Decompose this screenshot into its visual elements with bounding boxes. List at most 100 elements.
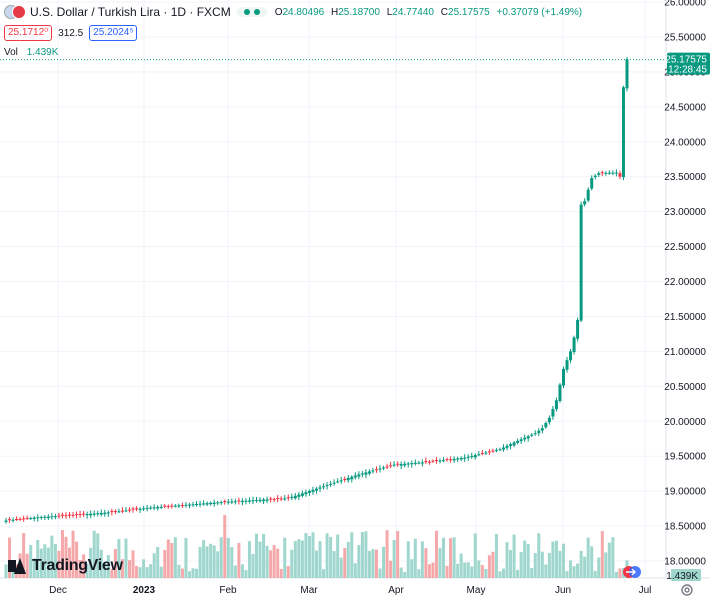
volume-bar bbox=[219, 537, 223, 578]
candle-body bbox=[127, 509, 131, 511]
spread-value: 312.5 bbox=[58, 27, 84, 39]
volume-bar bbox=[166, 539, 170, 578]
candle-body bbox=[71, 514, 75, 516]
candle-body bbox=[180, 504, 184, 506]
buy-button[interactable]: 25.2024⁵ bbox=[89, 25, 138, 41]
market-open-dot-icon bbox=[243, 9, 250, 15]
candle-body bbox=[304, 492, 308, 495]
candle-body bbox=[417, 462, 421, 464]
candle-body bbox=[505, 445, 509, 448]
candle-body bbox=[477, 454, 481, 456]
volume-bar bbox=[25, 553, 29, 578]
candle-body bbox=[420, 462, 424, 464]
volume-bar bbox=[325, 533, 329, 578]
candle-body bbox=[8, 519, 12, 521]
candle-body bbox=[445, 459, 449, 461]
volume-bar bbox=[576, 563, 580, 578]
candle-body bbox=[85, 514, 89, 516]
candle-body bbox=[371, 470, 375, 472]
y-tick-label: 24.00000 bbox=[664, 137, 706, 148]
close-value: 25.17575 bbox=[448, 6, 490, 18]
candle-body bbox=[293, 495, 297, 499]
market-status-badge[interactable] bbox=[236, 7, 267, 17]
candle-body bbox=[195, 504, 199, 506]
y-tick-label: 21.50000 bbox=[664, 312, 706, 323]
volume-bar bbox=[442, 537, 446, 578]
volume-bar bbox=[593, 570, 597, 578]
candle-body bbox=[110, 511, 114, 513]
volume-bar bbox=[466, 562, 470, 578]
volume-bar bbox=[89, 547, 93, 578]
y-tick-label: 22.50000 bbox=[664, 242, 706, 253]
candle-body bbox=[427, 461, 431, 463]
volume-bar bbox=[209, 543, 213, 578]
candle-body bbox=[251, 500, 255, 502]
volume-bar bbox=[406, 541, 410, 578]
volume-bar bbox=[604, 552, 608, 578]
candle-body bbox=[209, 502, 213, 505]
volume-bar bbox=[389, 560, 393, 578]
candle-body bbox=[530, 434, 534, 436]
volume-bar bbox=[519, 551, 523, 578]
candle-body bbox=[216, 502, 220, 504]
volume-bar bbox=[202, 540, 206, 578]
volume-bar bbox=[399, 567, 403, 578]
volume-bar bbox=[318, 541, 322, 578]
high-value: 25.18700 bbox=[338, 6, 380, 18]
candle-body bbox=[106, 512, 110, 514]
volume-bar bbox=[60, 530, 64, 578]
candle-body bbox=[64, 515, 68, 517]
candle-body bbox=[382, 467, 386, 469]
candle-body bbox=[78, 514, 82, 516]
y-tick-label: 25.50000 bbox=[664, 32, 706, 43]
candle-body bbox=[276, 498, 280, 500]
volume-bar bbox=[272, 545, 276, 578]
settings-gear-icon[interactable] bbox=[680, 583, 694, 597]
candle-body bbox=[449, 459, 453, 461]
volume-bar bbox=[11, 571, 15, 578]
price-axis bbox=[666, 0, 710, 600]
candle-body bbox=[307, 491, 311, 493]
volume-bar bbox=[452, 537, 456, 578]
volume-bar bbox=[110, 569, 114, 578]
candle-body bbox=[621, 87, 625, 178]
candle-body bbox=[89, 513, 93, 516]
y-tick-label: 24.50000 bbox=[664, 102, 706, 113]
candle-body bbox=[516, 440, 520, 443]
candle-body bbox=[336, 481, 340, 483]
volume-bar bbox=[127, 560, 131, 578]
candle-body bbox=[286, 497, 290, 499]
volume-bar bbox=[385, 530, 389, 578]
volume-bar bbox=[410, 559, 414, 578]
volume-bar bbox=[8, 537, 12, 578]
candle-body bbox=[509, 444, 513, 447]
volume-bar bbox=[540, 551, 544, 578]
volume-bar bbox=[152, 553, 156, 578]
candle-body bbox=[68, 514, 72, 516]
x-tick-label: Apr bbox=[388, 585, 404, 596]
candle-body bbox=[198, 503, 202, 505]
candle-body bbox=[554, 400, 558, 410]
sell-button[interactable]: 25.1712⁰ bbox=[4, 25, 53, 41]
symbol-info[interactable]: U.S. Dollar / Turkish Lira · 1D · FXCM bbox=[4, 5, 231, 19]
candle-body bbox=[442, 460, 446, 462]
volume-value: 1.439K bbox=[26, 47, 59, 58]
volume-legend[interactable]: Vol 1.439K bbox=[4, 47, 586, 58]
volume-bar bbox=[46, 547, 50, 578]
goto-realtime-icon[interactable] bbox=[622, 565, 642, 579]
candle-body bbox=[57, 515, 61, 517]
volume-bar bbox=[329, 536, 333, 578]
ohlc-values: O24.80496 H25.18700 L24.77440 C25.17575 … bbox=[275, 7, 586, 18]
candle-body bbox=[290, 496, 294, 498]
volume-bar bbox=[561, 543, 565, 578]
candle-body bbox=[367, 471, 371, 474]
tradingview-logo[interactable]: TradingView bbox=[8, 557, 123, 575]
volume-bar bbox=[71, 530, 75, 578]
candle-body bbox=[223, 500, 227, 502]
volume-bar bbox=[473, 533, 477, 578]
volume-bar bbox=[364, 531, 368, 578]
candle-body bbox=[262, 499, 266, 502]
chart-legend: U.S. Dollar / Turkish Lira · 1D · FXCM O… bbox=[4, 3, 586, 58]
